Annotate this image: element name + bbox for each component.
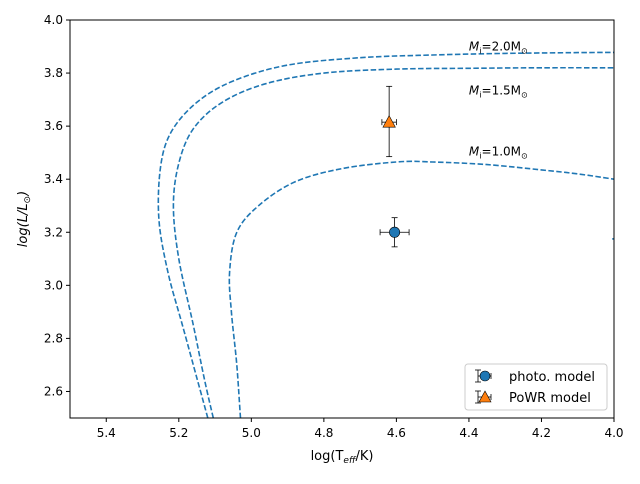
legend-box bbox=[464, 363, 608, 411]
series-2 bbox=[381, 85, 397, 158]
legend-entry-1: photo. model bbox=[475, 369, 595, 385]
y-axis-label-subscript: ⊙ bbox=[23, 196, 33, 204]
legend-marker bbox=[478, 390, 492, 403]
track-line-2 bbox=[172, 66, 614, 418]
track-line-3 bbox=[228, 160, 614, 418]
y-tick-label: 3.6 bbox=[44, 119, 63, 133]
track-label-3: Mi=1.0M⊙ bbox=[469, 144, 528, 160]
y-tick-label: 3.0 bbox=[44, 278, 63, 292]
y-axis-ticks: 2.6 2.8 3.0 3.2 3.4 3.6 3.8 4.0 bbox=[44, 13, 70, 398]
track-line-1 bbox=[157, 51, 614, 418]
y-tick-label: 2.6 bbox=[44, 384, 63, 398]
y-axis-label: log(L/L⊙) bbox=[16, 191, 33, 247]
x-tick-label: 4.2 bbox=[532, 426, 551, 440]
data-point-marker bbox=[382, 115, 396, 128]
x-tick-label: 5.2 bbox=[169, 426, 188, 440]
x-tick-label: 5.4 bbox=[97, 426, 116, 440]
x-axis-ticks: 5.4 5.2 5.0 4.8 4.6 4.4 4.2 4.0 bbox=[97, 418, 624, 440]
data-points bbox=[379, 85, 410, 248]
legend: photo. model PoWR model bbox=[464, 363, 608, 411]
series-1 bbox=[379, 217, 410, 248]
track-label-2: Mi=1.5M⊙ bbox=[469, 83, 528, 99]
y-tick-label: 3.8 bbox=[44, 66, 63, 80]
data-point-marker bbox=[389, 226, 401, 238]
y-tick-label: 3.4 bbox=[44, 172, 63, 186]
legend-label: PoWR model bbox=[509, 391, 591, 406]
track-labels: Mi=2.0M⊙ Mi=1.5M⊙ Mi=1.0M⊙ bbox=[469, 40, 528, 161]
x-axis-label: log(Teff/K) bbox=[311, 449, 374, 466]
legend-entry-2: PoWR model bbox=[475, 390, 591, 406]
x-tick-label: 4.8 bbox=[314, 426, 333, 440]
y-tick-label: 4.0 bbox=[44, 13, 63, 27]
legend-label: photo. model bbox=[509, 370, 595, 385]
x-axis-label-subscript: eff bbox=[343, 456, 357, 466]
y-tick-label: 3.2 bbox=[44, 225, 63, 239]
plot-frame bbox=[69, 19, 615, 419]
y-tick-label: 2.8 bbox=[44, 331, 63, 345]
x-tick-label: 4.6 bbox=[387, 426, 406, 440]
track-label-1: Mi=2.0M⊙ bbox=[469, 40, 528, 56]
x-tick-label: 4.4 bbox=[459, 426, 478, 440]
plot-background bbox=[70, 20, 614, 418]
legend-marker bbox=[479, 370, 491, 382]
x-tick-label: 4.0 bbox=[604, 426, 623, 440]
x-tick-label: 5.0 bbox=[242, 426, 261, 440]
